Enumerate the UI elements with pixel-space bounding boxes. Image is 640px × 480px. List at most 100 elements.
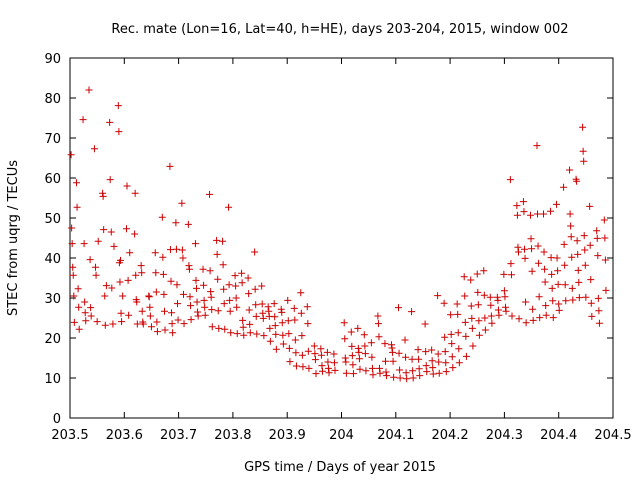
data-point bbox=[467, 302, 475, 310]
data-point bbox=[266, 324, 274, 332]
data-point bbox=[447, 311, 455, 319]
data-point bbox=[138, 307, 146, 315]
data-point bbox=[298, 332, 306, 340]
data-point bbox=[521, 254, 529, 262]
data-point bbox=[502, 307, 510, 315]
data-point bbox=[220, 300, 228, 308]
data-point bbox=[167, 277, 175, 285]
data-point bbox=[74, 285, 82, 293]
data-point bbox=[429, 364, 437, 372]
data-point bbox=[414, 346, 422, 354]
data-point bbox=[232, 294, 240, 302]
data-point bbox=[213, 250, 221, 258]
data-point bbox=[421, 320, 429, 328]
data-point bbox=[541, 278, 549, 286]
data-point bbox=[299, 363, 307, 371]
data-point bbox=[180, 320, 188, 328]
data-point bbox=[361, 342, 369, 350]
data-point bbox=[252, 312, 260, 320]
data-point bbox=[169, 329, 177, 337]
data-point bbox=[593, 234, 601, 242]
data-point bbox=[376, 369, 384, 377]
data-point bbox=[468, 324, 476, 332]
data-point bbox=[311, 350, 319, 358]
data-point bbox=[349, 370, 357, 378]
data-point bbox=[448, 353, 456, 361]
data-point bbox=[595, 319, 603, 327]
data-point bbox=[239, 316, 247, 324]
data-point bbox=[441, 348, 449, 356]
data-point bbox=[383, 372, 391, 380]
y-tick-label: 20 bbox=[44, 332, 61, 347]
data-point bbox=[520, 208, 528, 216]
data-point bbox=[185, 262, 193, 270]
data-point bbox=[356, 365, 364, 373]
data-point bbox=[231, 272, 239, 280]
data-point bbox=[131, 189, 139, 197]
data-point bbox=[535, 259, 543, 267]
data-point bbox=[245, 306, 253, 314]
data-point bbox=[125, 311, 133, 319]
data-point bbox=[415, 355, 423, 363]
data-point bbox=[226, 307, 234, 315]
data-point bbox=[495, 311, 503, 319]
data-point bbox=[487, 301, 495, 309]
x-tick-label: 203.9 bbox=[269, 428, 306, 443]
data-point bbox=[441, 333, 449, 341]
data-point bbox=[515, 248, 523, 256]
data-point bbox=[507, 271, 515, 279]
data-point bbox=[178, 246, 186, 254]
y-tick-label: 60 bbox=[44, 172, 61, 187]
data-point bbox=[178, 199, 186, 207]
data-point bbox=[573, 177, 581, 185]
data-point bbox=[602, 286, 610, 294]
data-point bbox=[403, 375, 411, 383]
data-point bbox=[514, 243, 522, 251]
data-point bbox=[272, 330, 280, 338]
data-point bbox=[194, 312, 202, 320]
data-point bbox=[240, 331, 248, 339]
data-point bbox=[455, 359, 463, 367]
data-point bbox=[354, 344, 362, 352]
data-point bbox=[428, 346, 436, 354]
data-point bbox=[487, 312, 495, 320]
data-point bbox=[448, 340, 456, 348]
data-point bbox=[533, 142, 541, 150]
data-point bbox=[581, 246, 589, 254]
data-point bbox=[92, 271, 100, 279]
data-point bbox=[549, 297, 557, 305]
y-axis-ticks: 0 10 20 30 40 50 60 70 80 90 bbox=[44, 52, 613, 427]
data-point bbox=[553, 200, 561, 208]
plot-frame bbox=[69, 57, 614, 419]
data-point bbox=[168, 320, 176, 328]
data-point bbox=[568, 253, 576, 261]
data-point bbox=[547, 207, 555, 215]
data-point bbox=[259, 314, 267, 322]
data-point bbox=[122, 225, 130, 233]
data-point bbox=[161, 326, 169, 334]
data-point bbox=[580, 232, 588, 240]
data-point bbox=[317, 351, 325, 359]
data-point bbox=[166, 162, 174, 170]
data-point bbox=[264, 303, 272, 311]
data-point bbox=[488, 319, 496, 327]
data-point bbox=[574, 266, 582, 274]
data-point bbox=[422, 362, 430, 370]
data-point bbox=[535, 293, 543, 301]
data-point bbox=[244, 274, 252, 282]
x-tick-label: 204.1 bbox=[377, 428, 414, 443]
data-point bbox=[574, 250, 582, 258]
data-point bbox=[81, 309, 89, 317]
data-point bbox=[69, 263, 77, 271]
data-point bbox=[70, 292, 78, 300]
data-point bbox=[159, 270, 167, 278]
data-point bbox=[415, 365, 423, 373]
data-point bbox=[474, 301, 482, 309]
data-point bbox=[480, 291, 488, 299]
data-point bbox=[201, 311, 209, 319]
data-point bbox=[137, 262, 145, 270]
y-tick-label: 10 bbox=[44, 372, 61, 387]
data-point bbox=[396, 374, 404, 382]
data-point bbox=[174, 300, 182, 308]
